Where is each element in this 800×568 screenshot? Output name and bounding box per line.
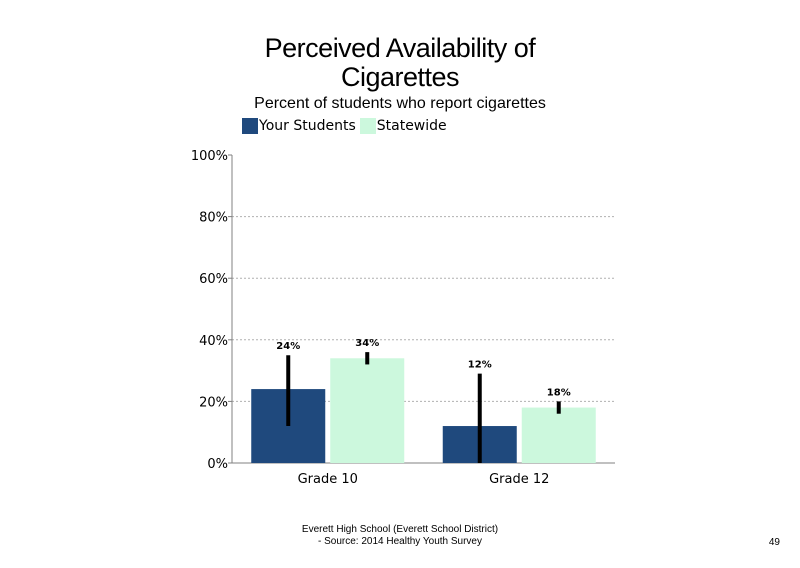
footer-school: Everett High School (Everett School Dist… xyxy=(301,524,499,535)
y-tick-label: 40% xyxy=(199,334,228,349)
y-tick-label: 20% xyxy=(199,395,228,410)
y-tick-label: 100% xyxy=(191,149,228,164)
data-label: 12% xyxy=(468,360,492,371)
footer-source: - Source: 2014 Healthy Youth Survey xyxy=(318,536,482,547)
data-label: 34% xyxy=(355,338,379,349)
legend-label-your-students: Your Students xyxy=(259,118,356,134)
data-label: 18% xyxy=(547,387,571,398)
y-tick-label: 80% xyxy=(199,211,228,226)
legend: Your Students Statewide xyxy=(242,117,451,135)
y-tick-label: 60% xyxy=(199,272,228,287)
chart-title-line1: Perceived Availability of xyxy=(264,33,536,63)
bar-statewide xyxy=(521,407,596,463)
data-label: 24% xyxy=(276,341,300,352)
legend-swatch-statewide xyxy=(359,118,376,134)
legend-item-statewide: Statewide xyxy=(359,118,447,134)
legend-label-statewide: Statewide xyxy=(376,118,447,134)
footer: Everett High School (Everett School Dist… xyxy=(200,524,600,548)
chart-subtitle: Percent of students who report cigarette… xyxy=(254,95,546,112)
legend-swatch-your-students xyxy=(242,118,258,134)
legend-item-your-students: Your Students xyxy=(242,118,356,134)
bar-statewide xyxy=(330,358,405,463)
x-tick-label: Grade 12 xyxy=(489,472,549,487)
chart-title-line2: Cigarettes xyxy=(340,62,460,92)
y-tick-label: 0% xyxy=(207,457,228,472)
chart-title: Perceived Availability of Cigarettes xyxy=(200,34,600,92)
page-number: 49 xyxy=(768,537,780,548)
x-tick-label: Grade 10 xyxy=(298,472,358,487)
